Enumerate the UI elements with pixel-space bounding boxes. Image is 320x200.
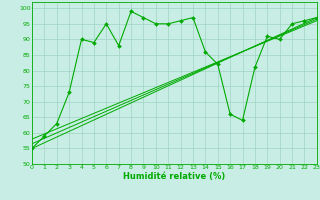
X-axis label: Humidité relative (%): Humidité relative (%) [123, 172, 226, 181]
